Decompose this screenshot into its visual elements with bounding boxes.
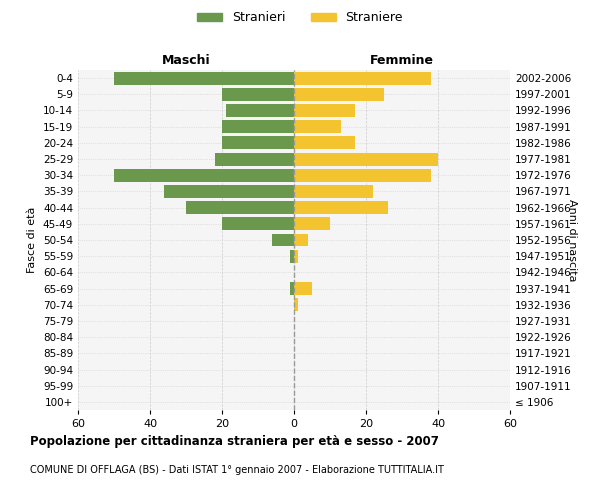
Bar <box>294 185 373 198</box>
Bar <box>222 120 294 133</box>
Bar <box>294 104 355 117</box>
Bar <box>294 120 341 133</box>
Bar <box>290 282 294 295</box>
Bar <box>215 152 294 166</box>
Bar <box>294 88 384 101</box>
Bar <box>294 218 330 230</box>
Bar <box>294 282 312 295</box>
Legend: Stranieri, Straniere: Stranieri, Straniere <box>192 6 408 29</box>
Bar <box>294 201 388 214</box>
Bar <box>164 185 294 198</box>
Bar <box>294 298 298 311</box>
Bar <box>114 169 294 181</box>
Bar <box>294 72 431 85</box>
Bar <box>294 250 298 262</box>
Text: Femmine: Femmine <box>370 54 434 67</box>
Text: Popolazione per cittadinanza straniera per età e sesso - 2007: Popolazione per cittadinanza straniera p… <box>30 435 439 448</box>
Bar <box>290 250 294 262</box>
Bar <box>222 218 294 230</box>
Bar <box>226 104 294 117</box>
Bar <box>294 234 308 246</box>
Bar <box>186 201 294 214</box>
Bar <box>272 234 294 246</box>
Y-axis label: Anni di nascita: Anni di nascita <box>567 198 577 281</box>
Y-axis label: Fasce di età: Fasce di età <box>28 207 37 273</box>
Text: COMUNE DI OFFLAGA (BS) - Dati ISTAT 1° gennaio 2007 - Elaborazione TUTTITALIA.IT: COMUNE DI OFFLAGA (BS) - Dati ISTAT 1° g… <box>30 465 444 475</box>
Bar <box>294 136 355 149</box>
Bar <box>294 169 431 181</box>
Bar <box>222 88 294 101</box>
Bar <box>294 152 438 166</box>
Text: Maschi: Maschi <box>161 54 211 67</box>
Bar <box>222 136 294 149</box>
Bar <box>114 72 294 85</box>
